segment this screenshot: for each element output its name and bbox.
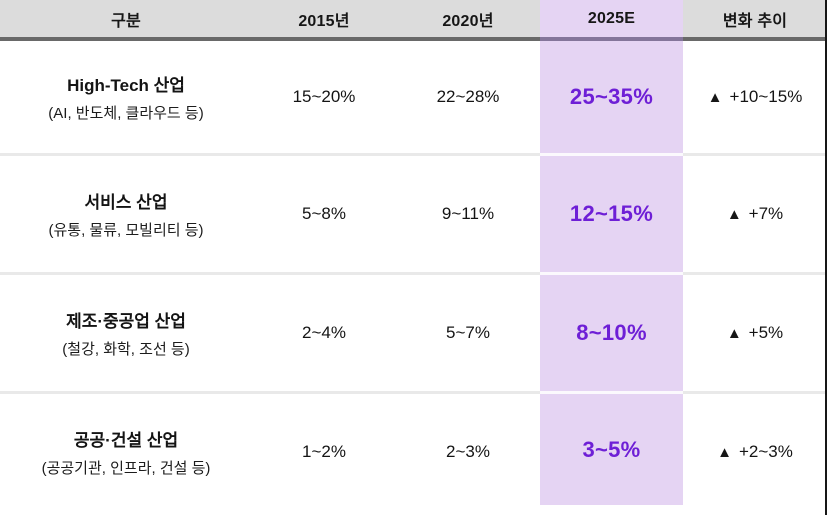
- header-2015: 2015년: [252, 0, 396, 41]
- table-header-row: 구분 2015년 2020년 2025E 변화 추이: [0, 0, 827, 41]
- value-2015: 1~2%: [252, 391, 396, 510]
- category-cell: High-Tech 산업 (AI, 반도체, 클라우드 등): [0, 41, 252, 153]
- category-title: 서비스 산업: [84, 193, 168, 212]
- category-cell: 서비스 산업 (유통, 물류, 모빌리티 등): [0, 153, 252, 272]
- trend-value: +7%: [748, 204, 784, 223]
- value-2020: 2~3%: [396, 391, 540, 510]
- value-2020: 9~11%: [396, 153, 540, 272]
- category-title: 공공·건설 산업: [73, 431, 179, 450]
- value-2025e: 3~5%: [540, 391, 683, 510]
- category-note: (AI, 반도체, 클라우드 등): [48, 105, 204, 122]
- trend-cell: ▲ +5%: [683, 272, 827, 391]
- header-trend: 변화 추이: [683, 0, 827, 41]
- category-title: High-Tech 산업: [67, 76, 185, 95]
- trend-value: +10~15%: [729, 87, 803, 106]
- value-2015: 5~8%: [252, 153, 396, 272]
- category-note: (철강, 화학, 조선 등): [62, 341, 190, 358]
- header-2025e: 2025E: [540, 0, 683, 41]
- triangle-up-icon: ▲: [707, 88, 723, 106]
- value-2025e: 8~10%: [540, 272, 683, 391]
- triangle-up-icon: ▲: [717, 443, 732, 461]
- right-edge-border: [825, 0, 827, 515]
- value-2020: 22~28%: [436, 87, 500, 106]
- trend-cell: ▲ +2~3%: [683, 391, 827, 510]
- table-row-manufacturing: 제조·중공업 산업 (철강, 화학, 조선 등) 2~4% 5~7% 8~10%…: [0, 272, 827, 391]
- table-row-public: 공공·건설 산업 (공공기관, 인프라, 건설 등) 1~2% 2~3% 3~5…: [0, 391, 827, 510]
- value-2025e: 25~35%: [540, 41, 683, 153]
- triangle-up-icon: ▲: [726, 324, 742, 342]
- category-note: (공공기관, 인프라, 건설 등): [41, 460, 211, 477]
- trend-value: +5%: [748, 323, 784, 342]
- category-title: 제조·중공업 산업: [66, 312, 186, 331]
- category-note: (유통, 물류, 모빌리티 등): [48, 222, 204, 239]
- table-row-service: 서비스 산업 (유통, 물류, 모빌리티 등) 5~8% 9~11% 12~15…: [0, 153, 827, 272]
- trend-cell: ▲ +7%: [683, 153, 827, 272]
- value-2015: 15~20%: [292, 87, 356, 106]
- category-cell: 공공·건설 산업 (공공기관, 인프라, 건설 등): [0, 391, 252, 510]
- trend-value: +2~3%: [738, 442, 793, 461]
- header-2020: 2020년: [396, 0, 540, 41]
- value-2015: 2~4%: [252, 272, 396, 391]
- category-cell: 제조·중공업 산업 (철강, 화학, 조선 등): [0, 272, 252, 391]
- trend-cell: ▲ +10~15%: [683, 41, 827, 153]
- table-row-hightech: High-Tech 산업 (AI, 반도체, 클라우드 등) 15~20% 22…: [0, 41, 827, 153]
- header-category: 구분: [0, 0, 252, 41]
- value-2020: 5~7%: [396, 272, 540, 391]
- triangle-up-icon: ▲: [726, 205, 742, 223]
- value-2025e: 12~15%: [540, 153, 683, 272]
